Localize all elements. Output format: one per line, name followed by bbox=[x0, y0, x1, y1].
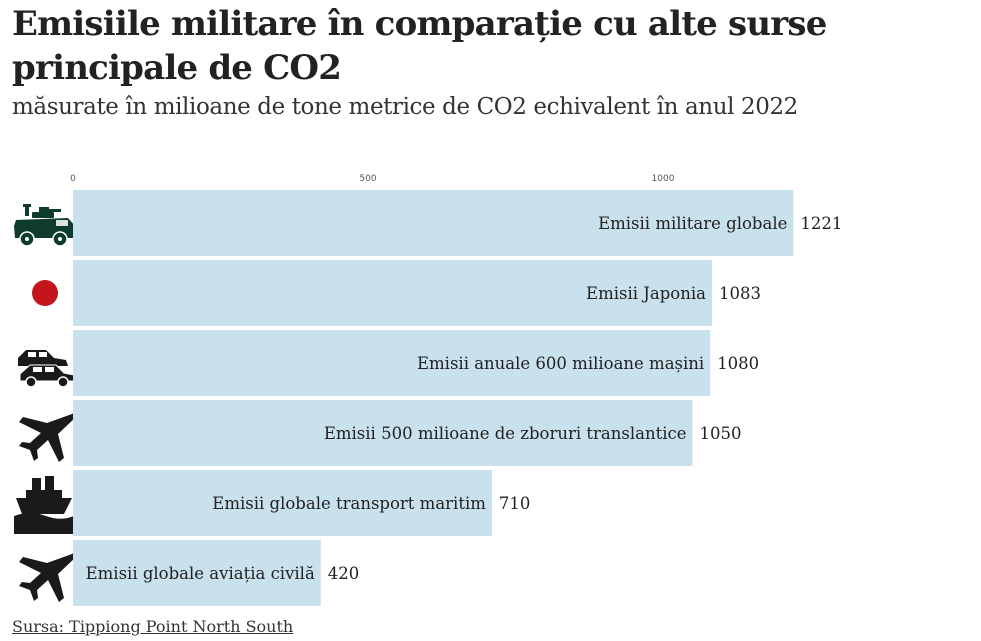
bar bbox=[73, 470, 492, 536]
bar-category-label: Emisii globale aviația civilă bbox=[86, 564, 315, 583]
x-tick-label: 1000 bbox=[652, 174, 675, 184]
bar bbox=[73, 190, 794, 256]
bar-value-label: 710 bbox=[499, 494, 531, 513]
bar bbox=[73, 260, 712, 326]
airplane-icon bbox=[19, 412, 78, 462]
military-vehicle-icon bbox=[14, 204, 76, 247]
bar-value-label: 420 bbox=[328, 564, 360, 583]
bar-category-label: Emisii militare globale bbox=[598, 214, 787, 233]
bar-value-label: 1083 bbox=[719, 284, 761, 303]
bar-value-label: 1080 bbox=[717, 354, 759, 373]
ship-icon bbox=[14, 476, 76, 534]
chart-subtitle: măsurate în milioane de tone metrice de … bbox=[12, 94, 798, 120]
x-tick-label: 500 bbox=[359, 174, 376, 184]
source-link[interactable]: Sursa: Tippiong Point North South bbox=[12, 617, 294, 636]
japan-flag-icon bbox=[12, 260, 78, 326]
x-tick-label: 0 bbox=[70, 174, 76, 184]
bar bbox=[73, 330, 711, 396]
bar-category-label: Emisii anuale 600 milioane mașini bbox=[417, 354, 704, 373]
chart-title: Emisiile militare în comparație cu alte … bbox=[12, 4, 827, 88]
bar-value-label: 1221 bbox=[800, 214, 842, 233]
bar-category-label: Emisii Japonia bbox=[586, 284, 706, 303]
cars-icon bbox=[18, 350, 75, 388]
airplane-icon bbox=[19, 552, 78, 602]
bar bbox=[73, 400, 693, 466]
bar bbox=[73, 540, 321, 606]
bar-category-label: Emisii globale transport maritim bbox=[212, 494, 486, 513]
bar-category-label: Emisii 500 milioane de zboruri translant… bbox=[324, 424, 687, 443]
bar-chart: 0 500 1000 Emisii militare globale 1221 Emisi… bbox=[12, 174, 842, 606]
bar-value-label: 1050 bbox=[700, 424, 742, 443]
